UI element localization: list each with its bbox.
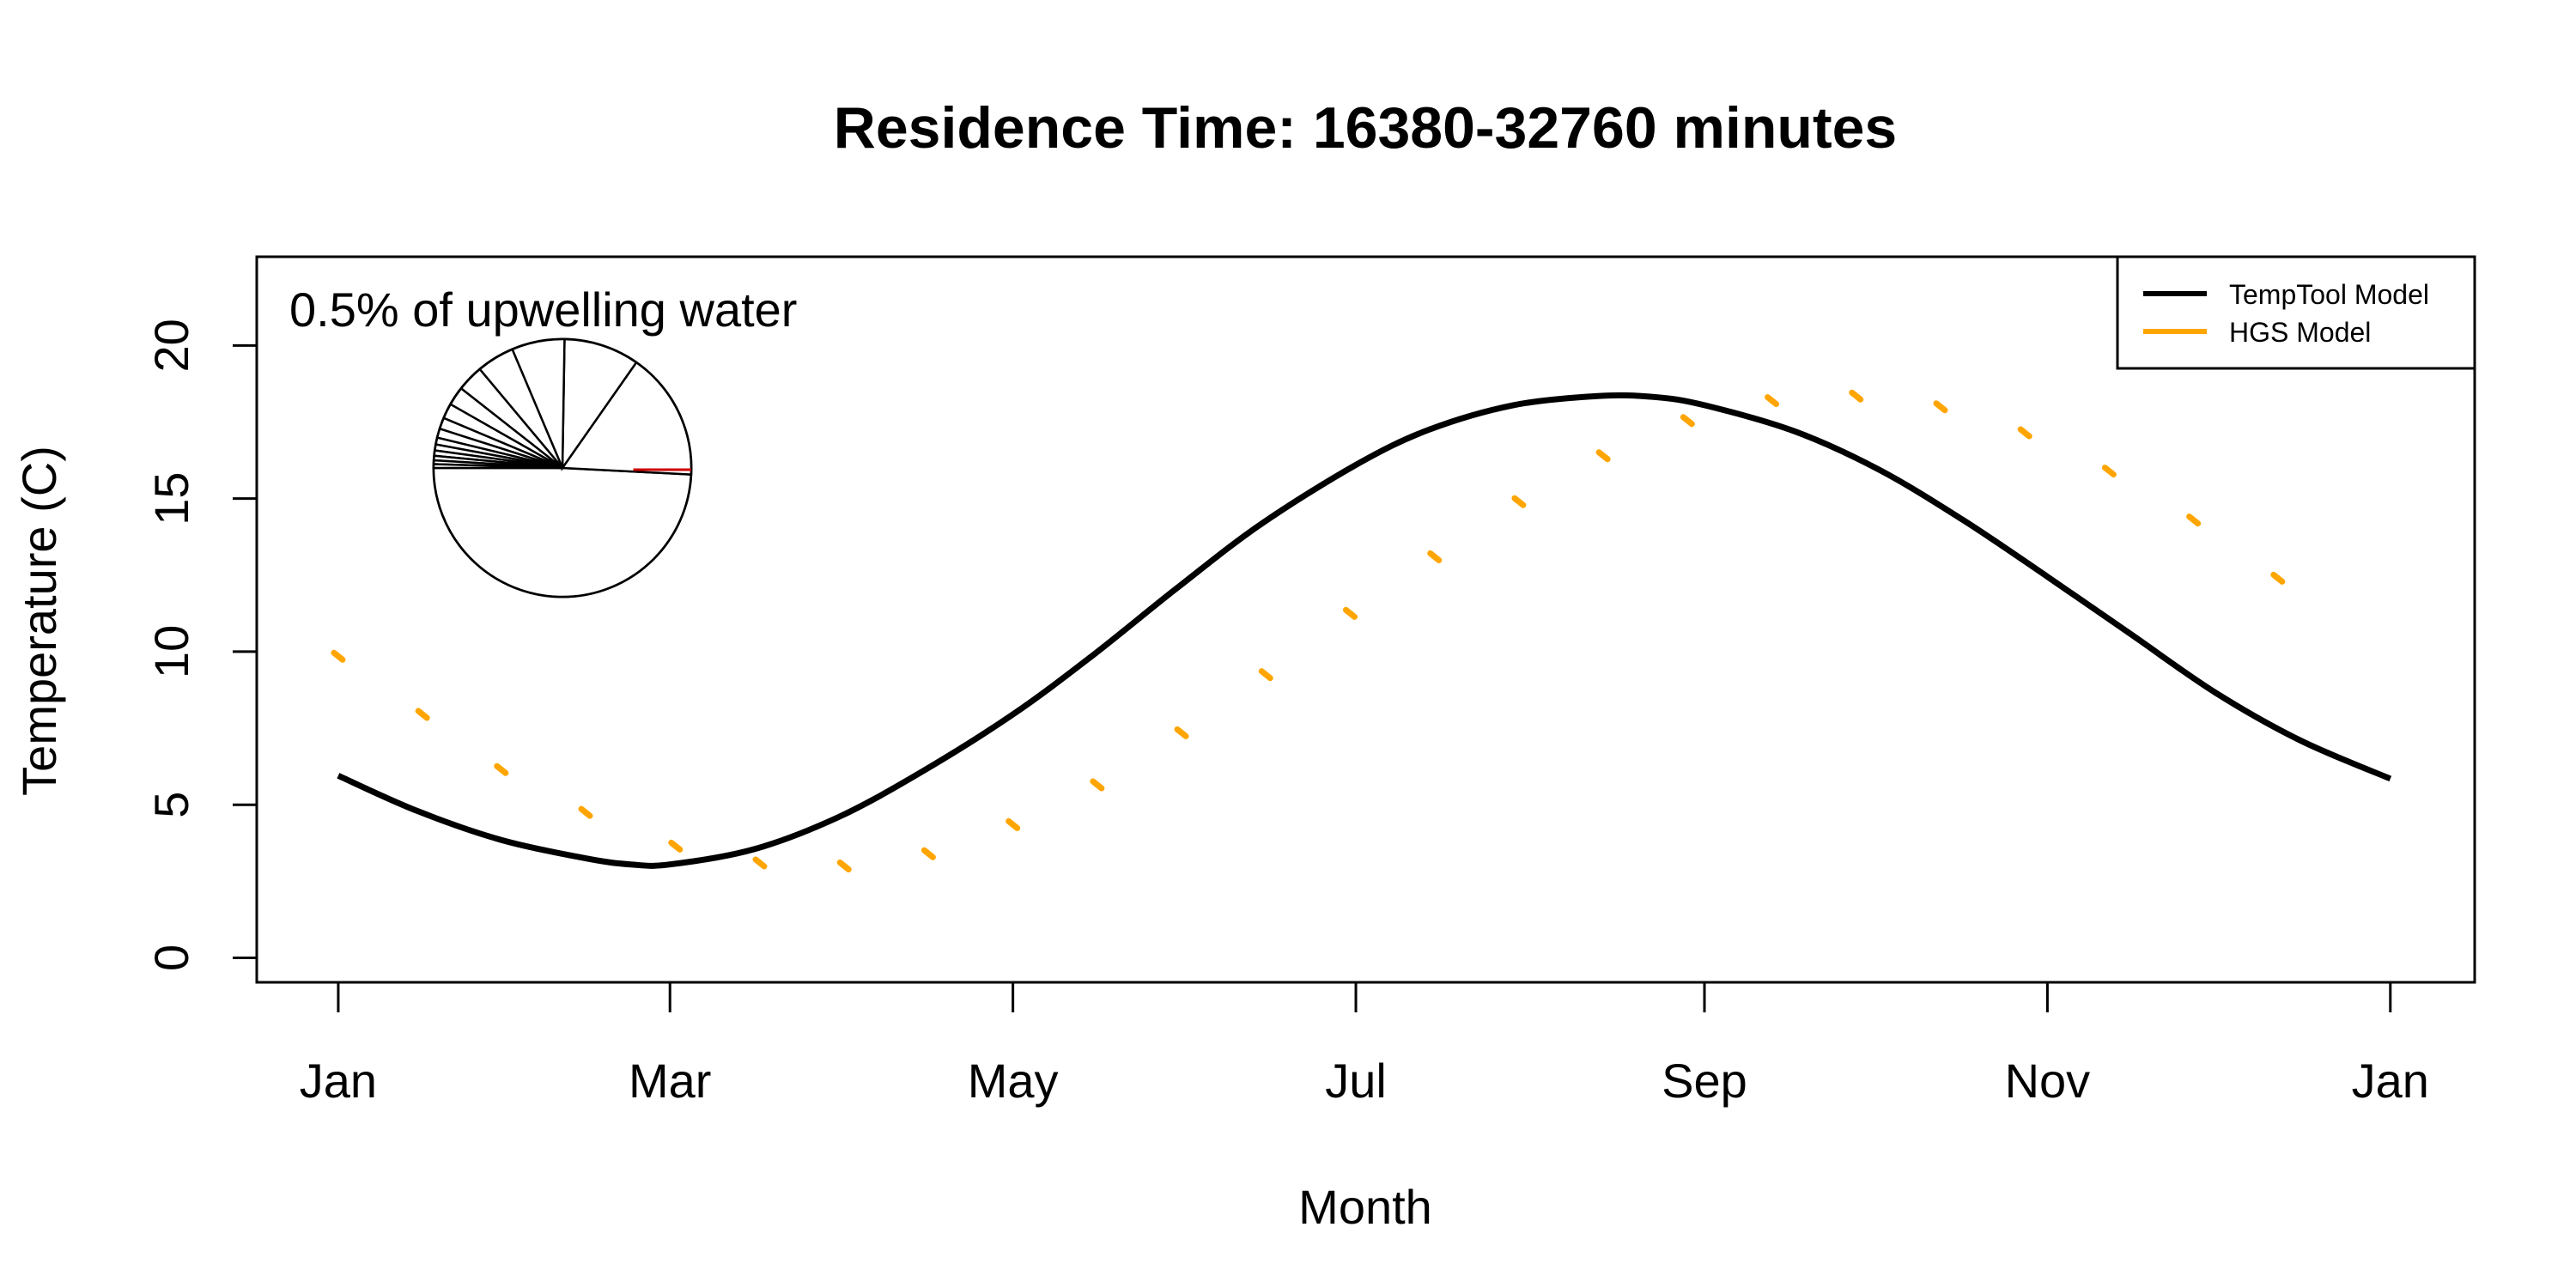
series-point-hgs-model [494,762,509,776]
series-line-temptool-model [337,392,2392,869]
x-axis: Jan Mar May Jul Sep Nov Jan [300,981,2429,1108]
x-tick-label: Jul [1325,1054,1387,1108]
x-tick-label: Nov [2005,1054,2091,1108]
series-point-hgs-model [752,856,768,870]
pie-slice [561,337,638,472]
inset-pie-chart [432,337,693,598]
y-axis-label: Temperature (C) [12,446,66,796]
series-point-hgs-model [668,839,683,853]
series-point-hgs-model [1680,414,1695,428]
x-tick-label: Sep [1662,1054,1747,1108]
y-tick-label: 10 [144,625,198,678]
pie-slice [560,361,693,476]
series-point-hgs-model [2017,426,2032,440]
legend: TempTool Model HGS Model [2116,255,2476,370]
chart-title: Residence Time: 16380-32760 minutes [834,95,1898,161]
y-axis: 0 5 10 15 20 [144,319,258,971]
series-point-hgs-model [415,708,430,721]
legend-label-temptool: TempTool Model [2229,279,2429,310]
series-point-hgs-model [2101,465,2117,478]
upwelling-annotation: 0.5% of upwelling water [289,283,797,337]
y-tick-label: 15 [144,472,198,526]
y-tick-label: 20 [144,319,198,372]
series-point-hgs-model [1090,778,1105,792]
series-point-hgs-model [1933,400,1948,414]
series-layer [331,389,2392,873]
series-point-hgs-model [2186,513,2202,527]
series-point-hgs-model [1765,394,1780,408]
series-point-hgs-model [578,805,593,819]
pie-slice [432,463,563,470]
series-point-hgs-model [1849,389,1864,403]
x-axis-label: Month [1298,1180,1432,1234]
series-point-hgs-model [920,847,936,860]
legend-label-hgs: HGS Model [2229,317,2371,348]
series-point-hgs-model [1174,726,1189,739]
legend-box [2116,255,2476,370]
series-point-hgs-model [1342,606,1358,620]
x-tick-label: Jan [2352,1054,2429,1108]
series-point-hgs-model [1595,449,1611,463]
series-point-hgs-model [331,649,346,663]
y-tick-label: 5 [144,792,198,818]
series-point-hgs-model [836,860,852,873]
series-point-hgs-model [1258,668,1273,682]
series-point-hgs-model [2270,571,2286,585]
pie-slice [432,466,693,598]
x-tick-label: Jan [300,1054,377,1108]
y-tick-label: 0 [144,945,198,971]
x-tick-label: Mar [629,1054,711,1108]
series-point-hgs-model [1427,550,1443,563]
series-point-hgs-model [1511,495,1527,508]
x-tick-label: May [968,1054,1059,1108]
series-point-hgs-model [1005,817,1021,831]
